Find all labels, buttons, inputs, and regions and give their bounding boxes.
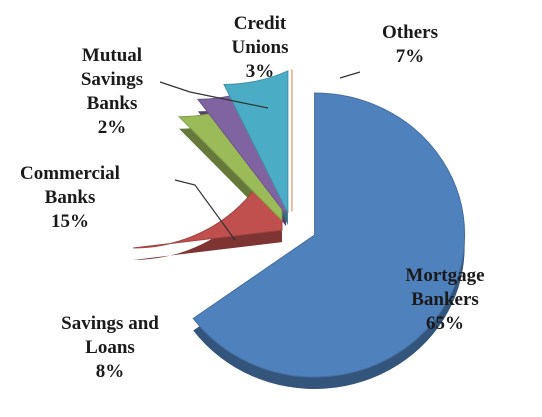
leader-line xyxy=(339,71,361,79)
slice-label: Commercial Banks 15% xyxy=(5,162,135,234)
value-label: 8% xyxy=(95,361,125,382)
value-label: 15% xyxy=(51,211,89,232)
value-label: 2% xyxy=(97,117,127,138)
value-label: 7% xyxy=(395,46,425,67)
category-label: Savings and Loans xyxy=(61,313,159,358)
slice-label: Mortgage Bankers 65% xyxy=(390,264,500,336)
leader-line xyxy=(159,81,269,109)
slice-label: Others 7% xyxy=(365,21,455,69)
value-label: 65% xyxy=(426,313,464,334)
category-label: Commercial Banks xyxy=(20,163,120,208)
category-label: Mutual Savings Banks xyxy=(80,45,144,114)
slice-label: Credit Unions 3% xyxy=(210,12,310,84)
slice xyxy=(192,92,466,378)
category-label: Credit Unions xyxy=(231,13,289,58)
category-label: Mortgage Bankers xyxy=(405,265,485,310)
slice xyxy=(223,70,289,214)
slice-label: Mutual Savings Banks 2% xyxy=(57,44,167,140)
slice-label: Savings and Loans 8% xyxy=(35,312,185,384)
category-label: Others xyxy=(382,22,438,43)
leader-line xyxy=(174,179,236,241)
value-label: 3% xyxy=(245,61,275,82)
